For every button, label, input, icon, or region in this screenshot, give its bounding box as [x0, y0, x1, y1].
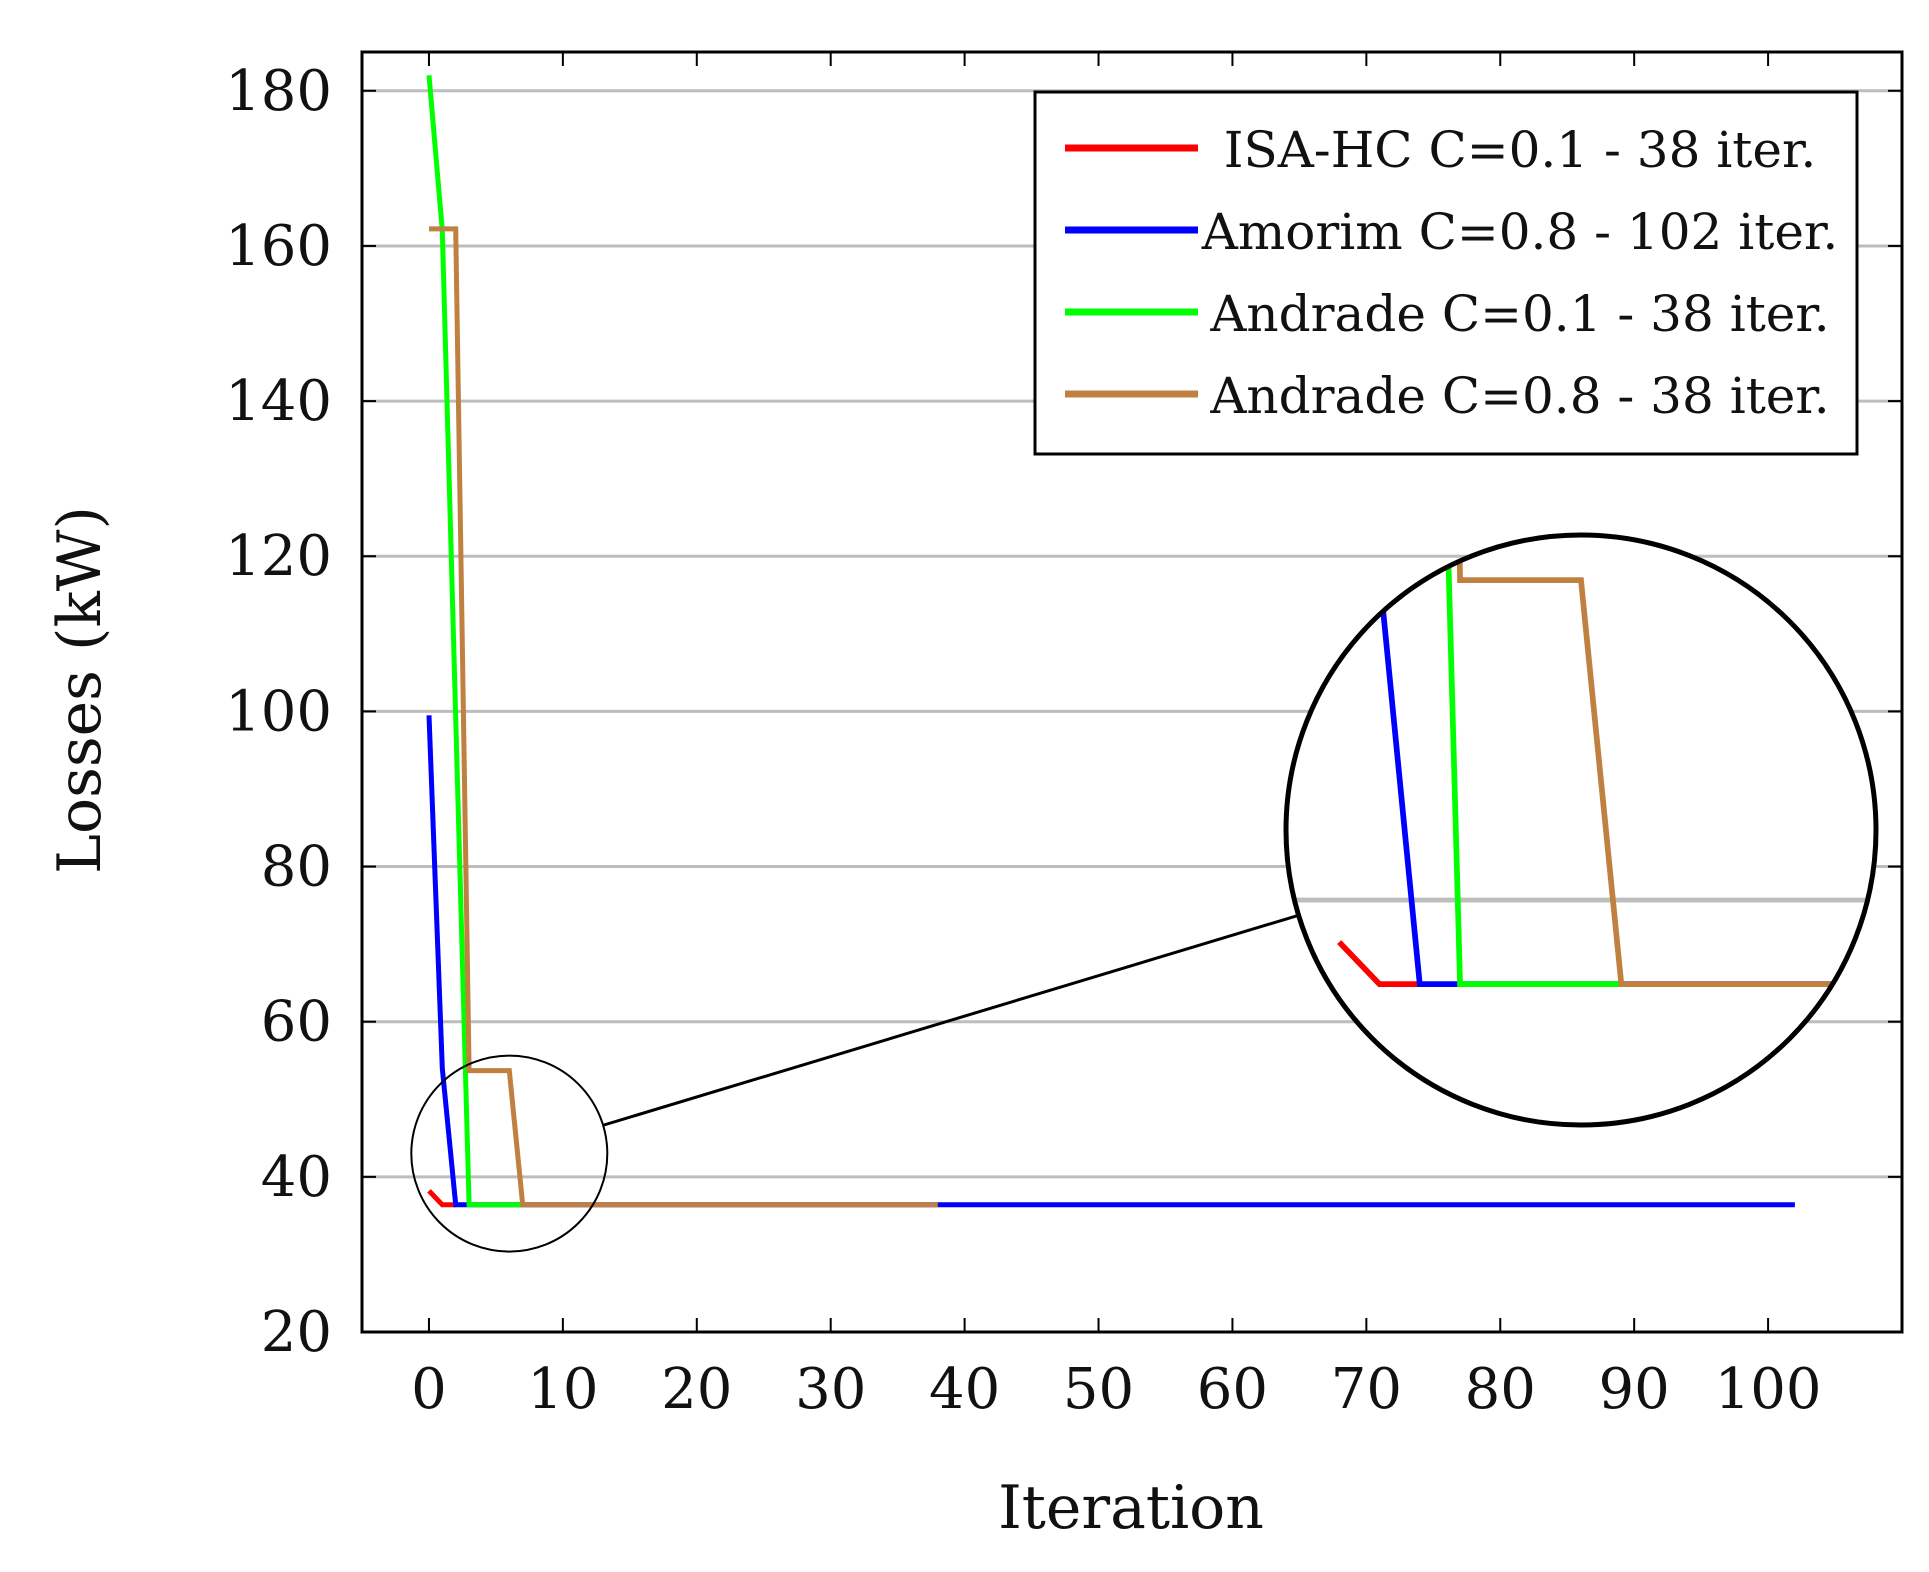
x-tick-label: 100 [1715, 1357, 1822, 1422]
x-axis-label: Iteration [998, 1473, 1264, 1543]
y-tick-label: 140 [225, 369, 332, 434]
x-tick-label: 10 [527, 1357, 598, 1422]
x-tick-label: 30 [795, 1357, 866, 1422]
y-tick-label: 20 [261, 1300, 332, 1365]
y-tick-label: 100 [225, 679, 332, 744]
y-tick-label: 180 [225, 59, 332, 124]
plot-frame [360, 50, 1904, 1334]
x-tick-label: 0 [411, 1357, 447, 1422]
axes [360, 50, 1904, 1334]
legend: ISA-HC C=0.1 - 38 iter. Amorim C=0.8 - 10… [1033, 90, 1859, 456]
y-tick-label: 40 [261, 1145, 332, 1210]
series-line-1 [427, 1189, 456, 1208]
x-tick-label: 60 [1197, 1357, 1268, 1422]
series-line-2 [426, 715, 1795, 1208]
legend-label-1: ISA-HC C=0.1 - 38 iter. [1224, 121, 1817, 179]
y-tick-label: 160 [225, 214, 332, 279]
series-line-3 [426, 75, 523, 1208]
x-tick-label: 50 [1063, 1357, 1134, 1422]
legend-label-4: Andrade C=0.8 - 38 iter. [1209, 367, 1829, 425]
x-tick-label: 90 [1599, 1357, 1670, 1422]
zoom-connector [602, 913, 1300, 1127]
y-tick-label: 60 [261, 990, 332, 1055]
zoom-inset [410, 532, 1879, 1253]
x-tick-label: 20 [661, 1357, 732, 1422]
y-tick-label: 80 [261, 835, 332, 900]
tick-labels: 20 40 60 80 100 120 140 160 180 0 10 20 30 40 50 60 70 80… [225, 59, 1821, 1422]
zoom-series-line-2 [1336, 535, 1876, 987]
zoom-inset-background [1286, 535, 1876, 1125]
zoom-source-circle [410, 1054, 609, 1253]
zoom-magnified-group [1286, 535, 1876, 987]
zoom-series-line-4 [1339, 535, 1876, 987]
axis-labels: Iteration Losses (kW) [45, 506, 1264, 1543]
x-tick-label: 80 [1465, 1357, 1536, 1422]
zoom-series-line-3 [1336, 535, 1622, 987]
x-tick-label: 70 [1331, 1357, 1402, 1422]
legend-label-3: Andrade C=0.1 - 38 iter. [1209, 285, 1829, 343]
y-axis-label: Losses (kW) [45, 506, 115, 874]
zoom-inset-content [1286, 535, 1876, 987]
y-tick-label: 120 [225, 524, 332, 589]
legend-label-2: Amorim C=0.8 - 102 iter. [1201, 203, 1838, 261]
series-line-4 [429, 226, 938, 1208]
zoom-series-line-1 [1337, 940, 1420, 987]
x-tick-label: 40 [929, 1357, 1000, 1422]
zoom-inset-border [1283, 532, 1879, 1128]
